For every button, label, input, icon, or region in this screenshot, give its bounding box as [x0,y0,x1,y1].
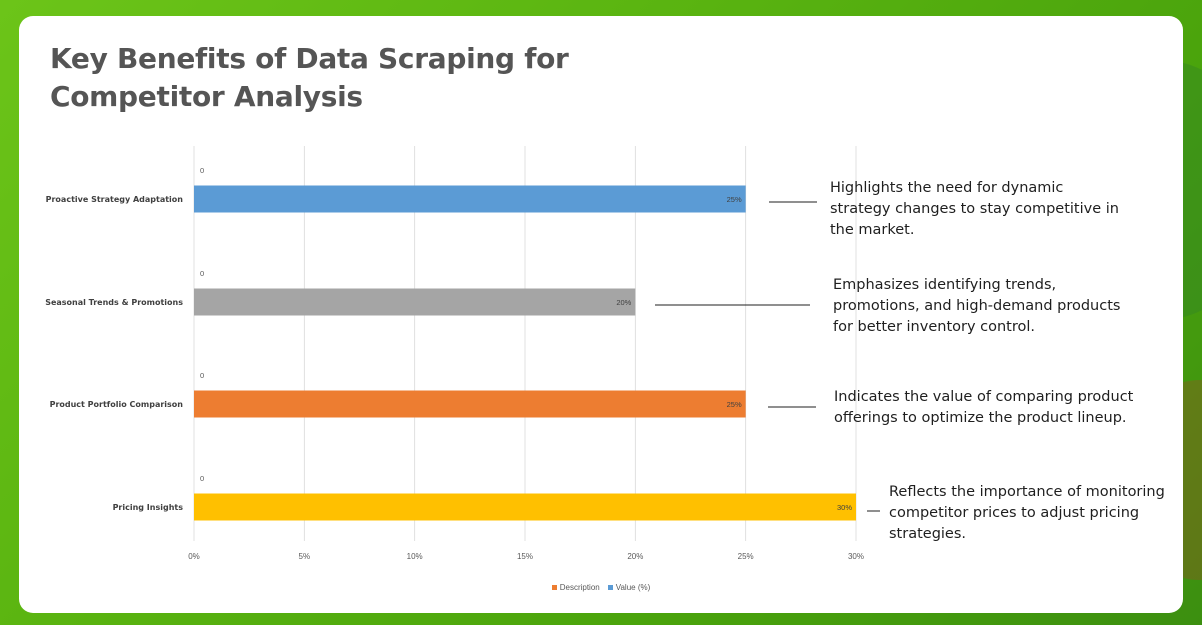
title-line-2: Competitor Analysis [50,80,363,113]
category-label: Proactive Strategy Adaptation [46,195,184,204]
data-label: 25% [727,195,742,204]
annotation-proactive-strategy: Highlights the need for dynamic strategy… [830,180,1119,238]
zero-value-label: 0 [200,474,204,483]
legend-label-description: Description [559,583,600,592]
x-tick-label: 5% [299,552,311,561]
x-tick-label: 20% [627,552,643,561]
chart-legend: Description Value (%) [19,583,1183,592]
data-label: 25% [727,400,742,409]
content-card: Key Benefits of Data Scraping for Compet… [19,16,1183,613]
annotation-seasonal-trends: Emphasizes identifying trends, promotion… [833,277,1121,335]
legend-item-description: Description [551,583,600,592]
data-label: 20% [616,298,631,307]
page-title: Key Benefits of Data Scraping for Compet… [50,40,650,116]
legend-swatch-value [607,585,613,590]
legend-item-value: Value (%) [607,583,651,592]
zero-value-label: 0 [200,371,204,380]
title-line-1: Key Benefits of Data Scraping for [50,42,569,75]
zero-value-label: 0 [200,269,204,278]
bar-chart: 0% 5% 10% 15% 20% 25% 30% Proactive Strategy Ad… [45,146,880,561]
annotation-pricing-insights: Reflects the importance of monitoring co… [889,484,1165,542]
data-label: 30% [837,503,852,512]
category-label: Seasonal Trends & Promotions [45,298,183,307]
x-tick-label: 0% [188,552,200,561]
annotation-product-portfolio: Indicates the value of comparing product… [834,389,1134,426]
bar [194,288,636,316]
zero-value-label: 0 [200,166,204,175]
category-label: Pricing Insights [113,503,184,512]
legend-label-value: Value (%) [615,583,651,592]
bar [194,390,746,418]
x-tick-label: 25% [738,552,754,561]
chart-bars [194,185,856,521]
category-label: Product Portfolio Comparison [50,400,184,409]
x-tick-label: 15% [517,552,533,561]
bar [194,493,856,521]
chart-labels: 0% 5% 10% 15% 20% 25% 30% Proactive Strategy Ad… [45,166,864,561]
x-tick-label: 10% [407,552,423,561]
x-tick-label: 30% [848,552,864,561]
annotation-connectors [655,201,880,512]
bar [194,185,746,213]
legend-swatch-description [551,585,557,590]
